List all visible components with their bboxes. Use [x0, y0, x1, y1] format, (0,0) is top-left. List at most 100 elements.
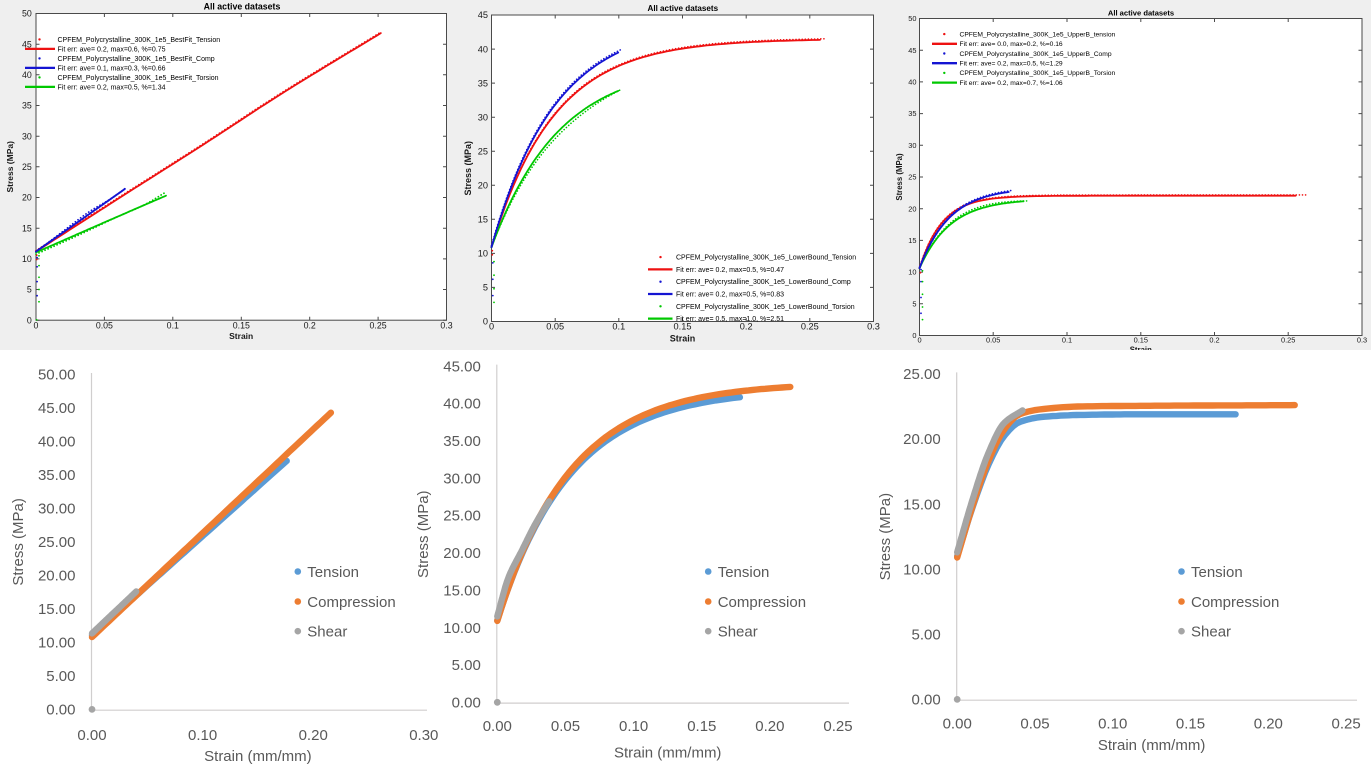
svg-text:0.20: 0.20 [299, 727, 328, 744]
svg-text:0.1: 0.1 [167, 321, 179, 331]
svg-text:Strain (mm/mm): Strain (mm/mm) [614, 745, 722, 762]
svg-text:40.00: 40.00 [38, 434, 76, 451]
svg-text:Fit err: ave= 0.2, max=0.5, %=: Fit err: ave= 0.2, max=0.5, %=0.47 [676, 267, 784, 274]
svg-text:30.00: 30.00 [38, 501, 76, 518]
svg-text:Shear: Shear [1191, 624, 1231, 641]
svg-text:0: 0 [489, 322, 494, 332]
svg-text:0.05: 0.05 [96, 321, 113, 331]
svg-text:Stress (MPa): Stress (MPa) [463, 141, 473, 196]
svg-text:5.00: 5.00 [911, 627, 940, 644]
svg-text:5: 5 [483, 283, 488, 293]
svg-text:50.00: 50.00 [38, 367, 76, 384]
svg-text:CPFEM_Polycrystalline_300K_1e5: CPFEM_Polycrystalline_300K_1e5_BestFit_T… [58, 37, 221, 44]
svg-text:Strain: Strain [229, 331, 253, 341]
svg-text:20: 20 [22, 193, 32, 203]
svg-text:CPFEM_Polycrystalline_300K_1e5: CPFEM_Polycrystalline_300K_1e5_UpperB_te… [960, 31, 1116, 38]
svg-text:0.10: 0.10 [188, 727, 217, 744]
svg-text:35.00: 35.00 [443, 433, 481, 450]
svg-text:15.00: 15.00 [903, 496, 941, 513]
svg-text:0.05: 0.05 [986, 336, 1000, 345]
svg-text:35: 35 [908, 109, 916, 118]
svg-text:50: 50 [908, 14, 916, 23]
svg-text:40.00: 40.00 [443, 396, 481, 413]
svg-text:All active datasets: All active datasets [647, 4, 718, 13]
svg-text:5.00: 5.00 [46, 668, 75, 685]
svg-text:Compression: Compression [718, 594, 806, 611]
svg-text:0.20: 0.20 [755, 718, 784, 735]
svg-text:Strain (mm/mm): Strain (mm/mm) [204, 748, 312, 765]
svg-text:0.15: 0.15 [233, 321, 250, 331]
svg-text:Fit err: ave= 0.5, max=1.0, %=: Fit err: ave= 0.5, max=1.0, %=2.51 [676, 316, 784, 323]
svg-text:0.05: 0.05 [546, 322, 564, 332]
svg-text:Stress (MPa): Stress (MPa) [415, 490, 432, 578]
svg-text:0.25: 0.25 [1331, 716, 1360, 733]
svg-text:25: 25 [908, 173, 916, 182]
svg-text:0.1: 0.1 [1062, 336, 1072, 345]
svg-text:Fit err: ave= 0.2, max=0.5, %=: Fit err: ave= 0.2, max=0.5, %=1.34 [58, 84, 166, 91]
svg-text:10: 10 [22, 254, 32, 264]
svg-text:CPFEM_Polycrystalline_300K_1e5: CPFEM_Polycrystalline_300K_1e5_BestFit_C… [58, 56, 215, 63]
svg-text:30: 30 [478, 112, 488, 122]
svg-text:Strain: Strain [1130, 346, 1152, 351]
svg-text:45: 45 [478, 10, 488, 20]
svg-text:5.00: 5.00 [452, 657, 481, 674]
svg-text:40: 40 [908, 78, 916, 87]
svg-text:Shear: Shear [718, 624, 758, 641]
svg-text:15: 15 [478, 215, 488, 225]
svg-text:40: 40 [478, 44, 488, 54]
svg-text:0.3: 0.3 [867, 322, 880, 332]
svg-text:15.00: 15.00 [38, 601, 76, 618]
svg-text:45.00: 45.00 [443, 358, 481, 375]
svg-text:0.25: 0.25 [823, 718, 852, 735]
svg-text:25: 25 [22, 162, 32, 172]
svg-text:0: 0 [34, 321, 39, 331]
svg-text:Compression: Compression [1191, 594, 1279, 611]
svg-text:45: 45 [22, 39, 32, 49]
svg-text:25.00: 25.00 [38, 534, 76, 551]
svg-text:Tension: Tension [718, 564, 770, 581]
svg-text:Tension: Tension [307, 564, 359, 581]
svg-text:0.25: 0.25 [801, 322, 819, 332]
svg-text:CPFEM_Polycrystalline_300K_1e5: CPFEM_Polycrystalline_300K_1e5_LowerBoun… [676, 304, 855, 311]
svg-text:20.00: 20.00 [38, 568, 76, 585]
svg-text:25: 25 [478, 146, 488, 156]
svg-text:0.25: 0.25 [370, 321, 387, 331]
svg-text:Compression: Compression [307, 594, 395, 611]
svg-text:20.00: 20.00 [903, 431, 941, 448]
svg-text:All active datasets: All active datasets [1108, 8, 1174, 17]
svg-text:0.20: 0.20 [1254, 716, 1283, 733]
svg-text:Stress (MPa): Stress (MPa) [5, 141, 15, 193]
svg-text:35.00: 35.00 [38, 467, 76, 484]
svg-text:Stress (MPa): Stress (MPa) [877, 493, 894, 581]
svg-text:15: 15 [22, 223, 32, 233]
svg-text:Fit err: ave= 0.2, max=0.7, %=: Fit err: ave= 0.2, max=0.7, %=1.06 [960, 80, 1063, 87]
svg-text:Fit err: ave= 0.2, max=0.6, %=: Fit err: ave= 0.2, max=0.6, %=0.75 [58, 46, 166, 53]
svg-text:0.00: 0.00 [46, 702, 75, 719]
svg-text:0.00: 0.00 [452, 695, 481, 712]
svg-text:CPFEM_Polycrystalline_300K_1e5: CPFEM_Polycrystalline_300K_1e5_LowerBoun… [676, 279, 851, 286]
svg-text:0: 0 [27, 315, 32, 325]
svg-text:20.00: 20.00 [443, 545, 481, 562]
svg-text:30: 30 [22, 131, 32, 141]
svg-text:CPFEM_Polycrystalline_300K_1e5: CPFEM_Polycrystalline_300K_1e5_LowerBoun… [676, 255, 856, 262]
svg-text:0: 0 [483, 317, 488, 327]
svg-text:0.3: 0.3 [440, 321, 452, 331]
svg-text:0.1: 0.1 [612, 322, 625, 332]
svg-text:30: 30 [908, 141, 916, 150]
svg-text:35: 35 [478, 78, 488, 88]
svg-text:25.00: 25.00 [903, 366, 941, 383]
svg-text:0.25: 0.25 [1281, 336, 1295, 345]
svg-text:All active datasets: All active datasets [204, 2, 281, 12]
svg-text:45: 45 [908, 46, 916, 55]
svg-text:CPFEM_Polycrystalline_300K_1e5: CPFEM_Polycrystalline_300K_1e5_BestFit_T… [58, 75, 219, 82]
svg-text:15.00: 15.00 [443, 582, 481, 599]
svg-text:0.3: 0.3 [1357, 336, 1367, 345]
svg-text:Fit err: ave= 0.0, max=0.2, %=: Fit err: ave= 0.0, max=0.2, %=0.16 [960, 41, 1063, 48]
svg-text:0.05: 0.05 [551, 718, 580, 735]
svg-text:0.00: 0.00 [483, 718, 512, 735]
svg-text:0.15: 0.15 [1134, 336, 1148, 345]
svg-text:CPFEM_Polycrystalline_300K_1e5: CPFEM_Polycrystalline_300K_1e5_UpperB_To… [960, 70, 1116, 77]
svg-text:0.2: 0.2 [740, 322, 753, 332]
svg-text:10.00: 10.00 [38, 635, 76, 652]
svg-text:0.2: 0.2 [1209, 336, 1219, 345]
